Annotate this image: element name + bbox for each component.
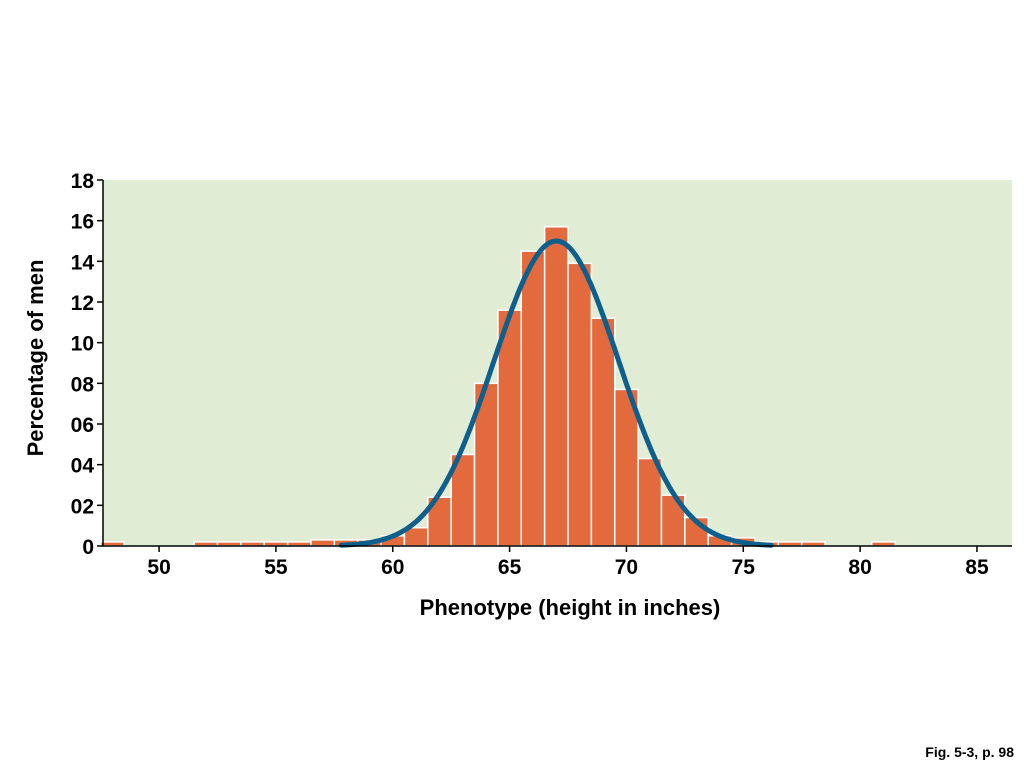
- x-tick-label: 80: [848, 556, 871, 579]
- y-tick-label: 12: [71, 292, 94, 315]
- y-tick-label: 10: [71, 333, 94, 356]
- y-tick-label: 02: [71, 495, 94, 518]
- x-tick-label: 65: [498, 556, 522, 579]
- x-axis-ticks: 50 55 60 65 70 75 80 85: [147, 546, 989, 579]
- y-tick-label: 06: [71, 414, 94, 437]
- x-tick-label: 70: [615, 556, 638, 579]
- bar: [543, 226, 569, 547]
- y-axis-label: Percentage of men: [23, 260, 48, 457]
- bars-group: [99, 226, 896, 547]
- bar: [520, 250, 546, 547]
- x-tick-label: 75: [732, 556, 756, 579]
- figure-caption: Fig. 5-3, p. 98: [925, 744, 1014, 760]
- x-tick-label: 50: [147, 556, 170, 579]
- y-tick-label: 16: [71, 211, 94, 234]
- x-tick-label: 55: [264, 556, 288, 579]
- y-tick-label: 14: [71, 251, 95, 274]
- bar: [637, 457, 663, 547]
- y-axis-ticks: 0 02 04 06 08 10 12 14 16 18: [71, 170, 103, 559]
- y-tick-label: 0: [82, 536, 94, 559]
- y-tick-label: 04: [71, 455, 95, 478]
- bar: [590, 317, 616, 547]
- bar: [310, 539, 336, 547]
- bar: [567, 262, 593, 547]
- normal-fit-curve: [338, 238, 774, 548]
- x-axis-label: Phenotype (height in inches): [420, 595, 721, 620]
- y-tick-label: 18: [71, 170, 95, 193]
- x-tick-label: 85: [965, 556, 989, 579]
- y-tick-label: 08: [71, 373, 95, 396]
- x-tick-label: 60: [381, 556, 404, 579]
